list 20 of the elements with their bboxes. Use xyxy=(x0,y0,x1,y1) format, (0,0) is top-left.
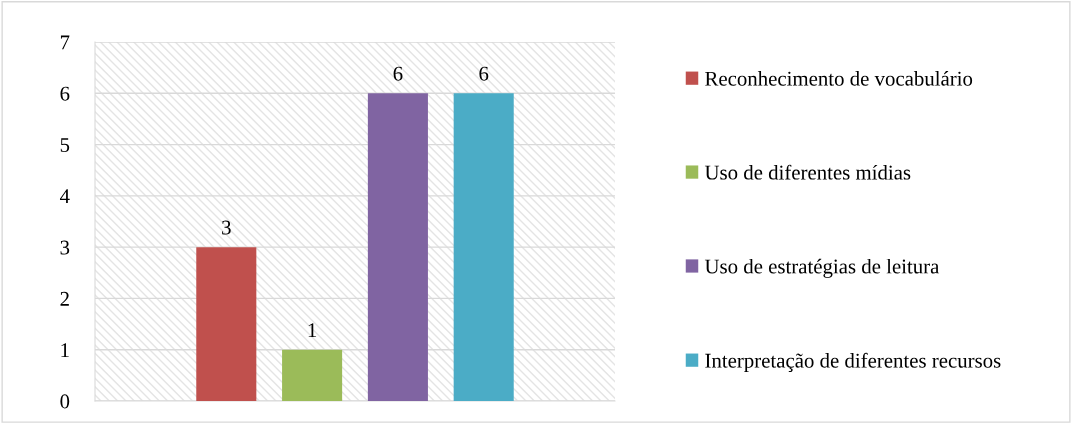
legend-label: Uso de diferentes mídias xyxy=(704,164,911,180)
bar xyxy=(367,93,428,401)
y-tick-label: 1 xyxy=(61,343,69,357)
y-tick-label: 3 xyxy=(60,240,70,255)
data-label: 3 xyxy=(222,220,231,235)
legend-label: Reconhecimento de vocabulário xyxy=(705,71,973,86)
legend-label: Uso de estratégias de leitura xyxy=(704,258,940,278)
y-tick-label: 7 xyxy=(60,35,70,50)
data-label: 6 xyxy=(479,66,489,81)
bar xyxy=(282,349,343,401)
bar xyxy=(196,247,257,401)
y-tick-label: 5 xyxy=(60,138,70,152)
data-label: 6 xyxy=(393,66,403,81)
y-tick-label: 6 xyxy=(60,86,70,101)
y-tick-label: 0 xyxy=(60,394,70,409)
y-tick-label: 2 xyxy=(60,291,69,306)
bar xyxy=(453,93,514,401)
y-tick-label: 4 xyxy=(59,189,70,204)
data-label: 1 xyxy=(308,323,317,337)
legend-label: Interpretação de diferentes recursos xyxy=(705,352,1001,372)
